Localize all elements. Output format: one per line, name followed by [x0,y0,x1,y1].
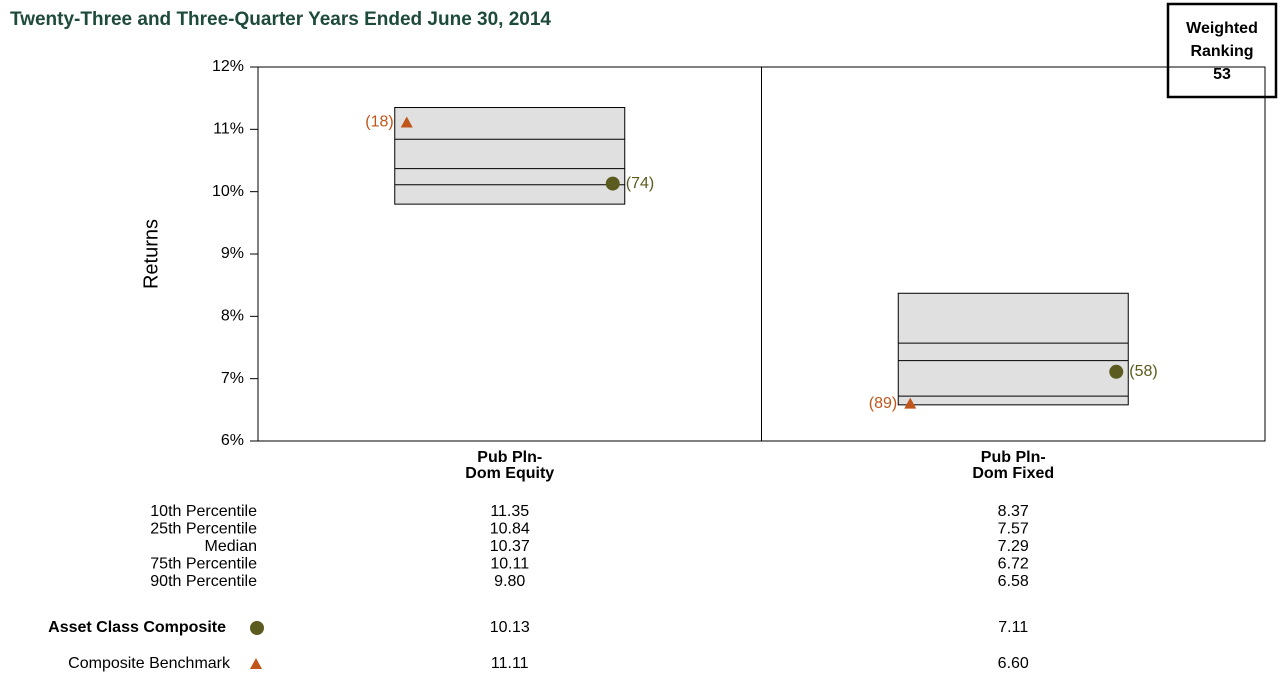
box [394,107,626,205]
y-tick-label: 6% [221,432,244,449]
table-value: 7.11 [998,619,1028,636]
table-value: 10.84 [490,521,530,538]
ranking-value: 53 [1213,66,1231,83]
row-label: 25th Percentile [150,521,257,538]
table-value: 11.11 [491,655,529,672]
box [897,292,1129,406]
y-tick-label: 9% [221,245,244,262]
table-value: 7.29 [998,538,1029,555]
row-label: Composite Benchmark [68,655,231,672]
chart-subtitle: Twenty-Three and Three-Quarter Years End… [10,9,551,30]
x-tick-label: Pub Pln- [477,449,542,466]
y-tick-label: 11% [213,121,244,138]
composite-marker [1109,364,1124,379]
table-value: 8.37 [998,503,1029,520]
y-tick-label: 8% [221,308,244,325]
x-tick-label: Dom Fixed [972,465,1054,482]
table-value: 10.13 [490,619,530,636]
y-tick-label: 12% [212,58,244,75]
y-tick-label: 10% [212,183,244,200]
y-axis-label: Returns [140,219,162,289]
rank-label: (18) [365,114,393,131]
table-value: 10.11 [490,556,529,573]
rank-label: (74) [626,175,654,192]
x-tick-label: Pub Pln- [981,449,1046,466]
row-label: 75th Percentile [150,556,257,573]
legend-marker [250,658,262,669]
table-value: 6.60 [998,655,1029,672]
row-label: 90th Percentile [150,573,257,590]
table-value: 6.72 [998,556,1029,573]
rank-label: (89) [869,395,897,412]
y-tick-label: 7% [221,370,244,387]
legend-marker [250,621,264,635]
benchmark-marker [904,397,917,409]
composite-marker [605,176,620,191]
table-value: 7.57 [998,521,1029,538]
row-label: 10th Percentile [150,503,257,520]
ranking-label: Weighted [1186,20,1258,37]
table-value: 6.58 [998,573,1029,590]
rank-label: (58) [1129,363,1157,380]
x-tick-label: Dom Equity [465,465,554,482]
ranking-box [1166,2,1278,99]
row-label: Median [205,538,257,555]
ranking-label: Ranking [1190,43,1253,60]
table-value: 9.80 [494,573,525,590]
table-value: 10.37 [490,538,530,555]
row-label: Asset Class Composite [48,619,226,636]
table-value: 11.35 [490,503,529,520]
benchmark-marker [400,116,413,128]
